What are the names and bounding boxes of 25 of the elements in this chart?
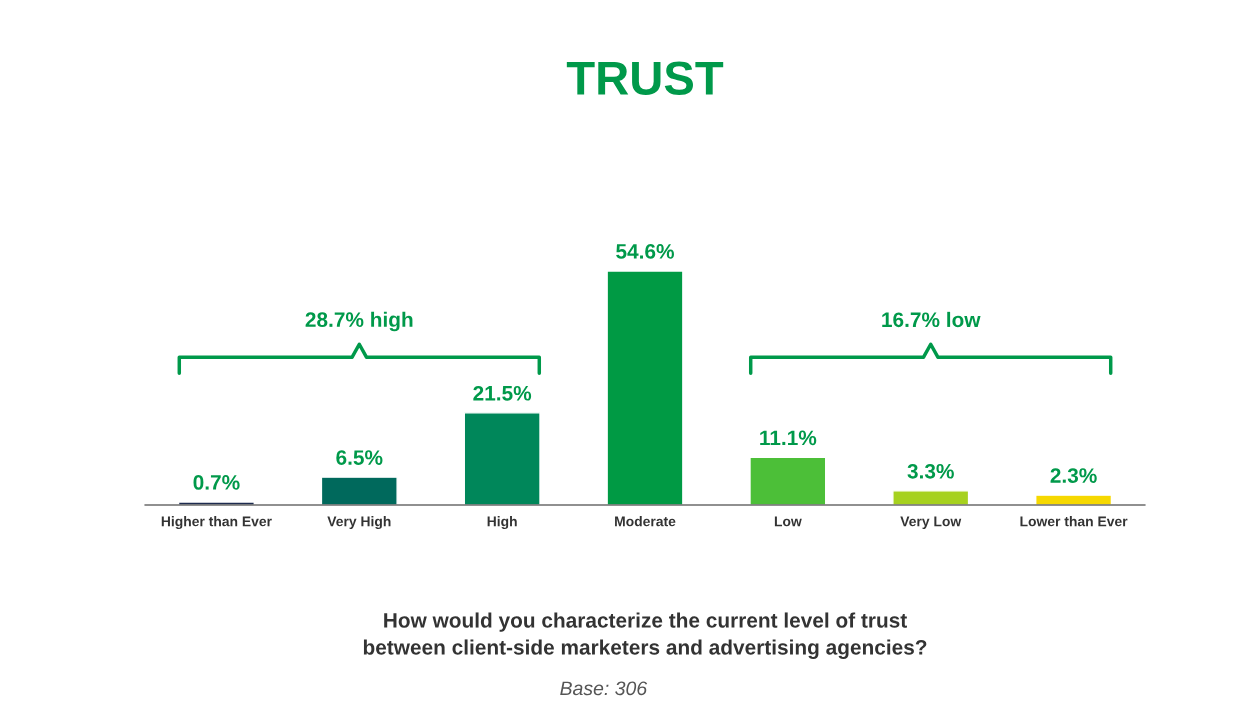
x-tick-label: Moderate [615,516,676,527]
data-label: 2.3% [1050,468,1097,483]
data-label: 21.5% [473,385,532,401]
data-label: 3.3% [907,463,954,479]
data-label: 54.6% [616,244,674,259]
x-tick-label: Very Low [900,516,962,530]
x-tick-label: Lower than Ever [1020,516,1128,527]
data-label: 11.1% [760,430,817,446]
bar [892,490,970,505]
chart-title: TRUST [566,61,724,95]
x-axis-title: How would you characterize the current level of trust between client-side marketers and advertising agencies? [363,612,927,659]
bar [463,412,541,505]
text: Base: 306 [560,681,648,696]
bar [1035,494,1113,505]
x-tick-label: High [487,516,517,530]
annotation: 16.7% low [882,311,981,328]
annotation: 28.7% high [305,311,413,332]
data-label: 0.7% [193,475,240,490]
bar [320,476,398,505]
x-tick-label: Low [774,516,802,527]
data-label: 6.5% [336,450,383,465]
bar [749,456,827,505]
bar [606,270,684,505]
x-tick-label: Very High [327,516,391,530]
x-tick-label: Higher than Ever [161,516,272,530]
